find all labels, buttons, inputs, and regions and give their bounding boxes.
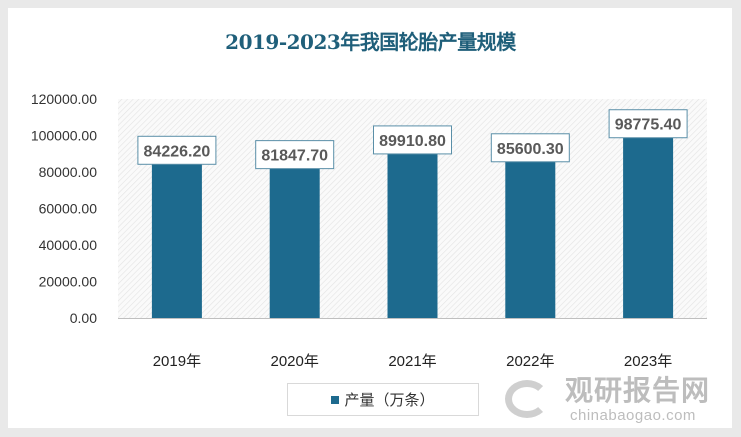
- x-tick-label: 2021年: [388, 353, 436, 370]
- bar: [387, 153, 438, 318]
- data-label: 81847.70: [261, 148, 328, 165]
- data-label: 84226.20: [144, 143, 211, 160]
- data-label-box: [608, 109, 688, 139]
- legend-label: 产量（万条）: [344, 392, 435, 409]
- y-tick-label: 100000.00: [31, 128, 97, 144]
- y-tick-label: 40000.00: [39, 237, 98, 253]
- data-label-box: [373, 125, 452, 155]
- legend: 产量（万条）: [287, 383, 479, 416]
- bar: [623, 137, 674, 318]
- data-label: 89910.80: [379, 133, 446, 150]
- bar: [269, 168, 320, 318]
- data-label: 85600.30: [497, 141, 564, 158]
- chart-title: 2019-2023年我国轮胎产量规模: [225, 30, 516, 54]
- x-tick-label: 2020年: [271, 353, 319, 370]
- data-label-box: [255, 140, 335, 170]
- x-tick-label: 2022年: [506, 353, 554, 370]
- bar: [151, 164, 202, 318]
- watermark-logo-icon: [505, 380, 549, 418]
- y-tick-label: 20000.00: [39, 274, 98, 290]
- x-tick-label: 2019年: [153, 353, 201, 370]
- y-tick-label: 0.00: [70, 310, 97, 326]
- bar: [505, 161, 556, 318]
- data-label-box: [137, 135, 217, 165]
- y-tick-label: 120000.00: [31, 91, 97, 107]
- watermark-en: chinabaogao.com: [570, 407, 696, 424]
- watermark-cn: 观研报告网: [565, 375, 711, 406]
- y-tick-label: 80000.00: [39, 164, 98, 180]
- legend-swatch: [331, 395, 340, 404]
- x-tick-label: 2023年: [624, 353, 672, 370]
- data-label: 98775.40: [615, 117, 682, 134]
- data-label-box: [490, 133, 570, 163]
- y-tick-label: 60000.00: [39, 201, 98, 217]
